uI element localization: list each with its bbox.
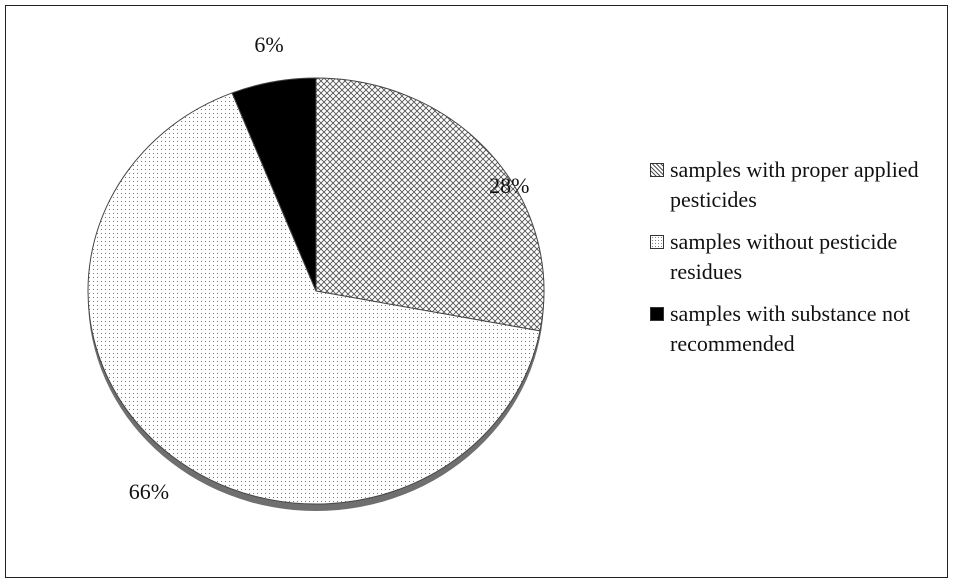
legend-item-not-recommended: samples with substance not recommended [650,299,950,359]
legend-item-proper-applied: samples with proper applied pesticides [650,155,950,215]
legend-swatch-solid [650,307,664,321]
pie-slice-dots [87,92,541,505]
legend-label: samples with proper applied pesticides [670,157,919,212]
slice-data-label: 28% [489,173,529,198]
pie-slices [87,77,545,505]
pie-labels: 28% 66% 6% [129,32,530,504]
pie-slice-solid [231,77,317,292]
legend-swatch-crosshatch [650,163,664,177]
legend-label: samples with substance not recommended [670,301,911,356]
slice-data-label: 66% [129,479,169,504]
legend-label: samples without pesticide residues [670,229,898,284]
legend: samples with proper applied pesticides s… [650,155,950,371]
legend-item-without-residues: samples without pesticide residues [650,227,950,287]
slice-data-label: 6% [254,32,283,57]
legend-swatch-dots [650,235,664,249]
pie-slice-crosshatch [315,77,545,332]
